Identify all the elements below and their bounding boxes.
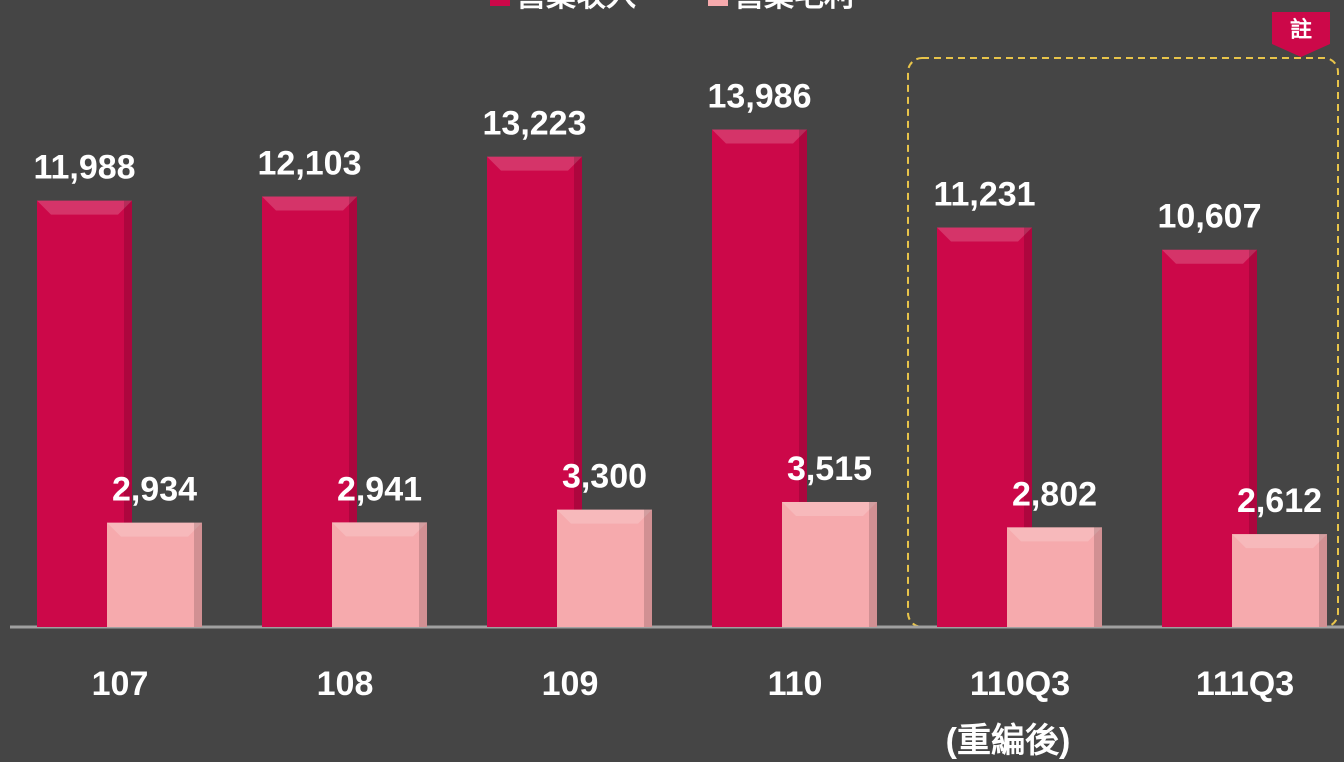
bar-bevel [107,522,202,537]
bar-shade [869,501,877,627]
bar-shade [574,156,582,627]
bar-shade [194,522,202,627]
x-tick-label: 110 [768,665,823,703]
bar-shade [419,522,427,627]
bar-bevel [487,156,582,171]
bar-bevel [332,522,427,537]
bar-bevel [37,200,132,215]
bar [107,522,202,627]
data-label: 2,941 [337,470,422,508]
bar [1232,534,1327,627]
data-label: 13,223 [483,105,587,143]
data-label: 13,986 [708,78,812,116]
x-tick-label: 108 [317,665,374,703]
bar-shade [1094,527,1102,627]
legend-label: 營業收入 [516,0,636,13]
bar-shade [349,196,357,627]
legend-swatch [708,0,728,6]
bar-shade [124,200,132,627]
data-label: 11,988 [33,149,135,187]
bar [1007,527,1102,627]
bar-shade [1319,534,1327,627]
bar-bevel [1232,534,1327,549]
bar-bevel [782,501,877,516]
bar-bevel [1162,249,1257,264]
bar-bevel [557,509,652,524]
data-label: 10,607 [1158,198,1262,236]
bar-shade [644,509,652,627]
data-label: 2,802 [1012,475,1097,513]
data-label: 3,515 [787,450,872,488]
data-label: 2,934 [112,471,197,509]
bar-bevel [1007,527,1102,542]
x-tick-label: 107 [92,665,149,703]
legend-label: 營業毛利 [734,0,854,13]
bar-shade [799,129,807,628]
x-tick-label: 110Q3 [970,665,1070,703]
category-note: (重編後) [946,722,1071,760]
bar-shade [1249,249,1257,627]
highlight-box [907,57,1339,628]
data-label: 3,300 [562,458,647,496]
x-tick-label: 109 [542,665,599,703]
data-label: 12,103 [258,145,362,183]
note-badge-shape [1272,12,1330,57]
bar-bevel [262,196,357,211]
data-label: 2,612 [1237,482,1322,520]
x-tick-label: 111Q3 [1196,665,1294,703]
bar-bevel [712,129,807,144]
bar [332,522,427,627]
bar [557,509,652,627]
bar-shade [1024,227,1032,627]
bar [782,501,877,627]
note-badge: 註 [1290,17,1312,42]
legend-swatch [490,0,510,6]
data-label: 11,231 [933,176,1035,214]
bar-bevel [937,227,1032,242]
